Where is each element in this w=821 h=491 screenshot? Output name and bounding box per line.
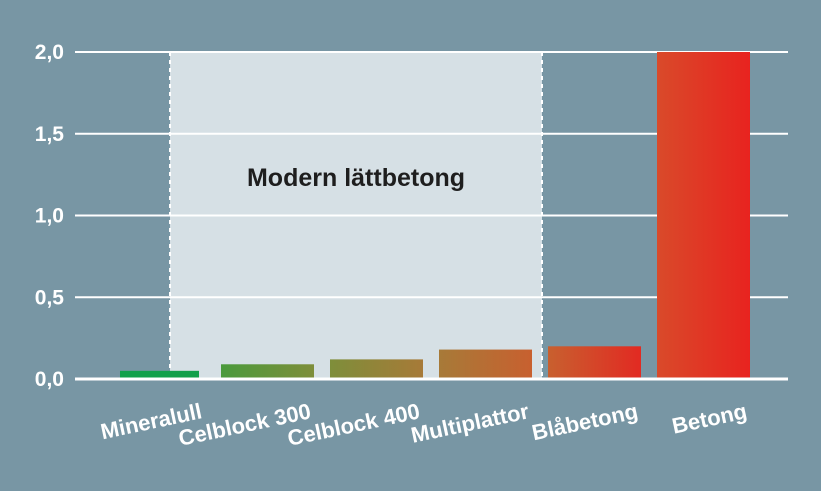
- y-tick-label: 0,0: [35, 368, 64, 391]
- bar-mineralull: [120, 370, 199, 379]
- bar-celblock-400: [330, 359, 423, 379]
- y-tick-label: 1,0: [35, 205, 64, 228]
- highlight-region-label: Modern lättbetong: [247, 164, 465, 192]
- bar-celblock-300: [221, 364, 314, 379]
- y-tick-label: 0,5: [35, 286, 65, 309]
- bars: [120, 52, 750, 379]
- bar-betong: [657, 52, 750, 379]
- bar-blåbetong: [548, 346, 641, 379]
- y-tick-label: 1,5: [35, 123, 65, 146]
- y-tick-label: 2,0: [35, 41, 64, 64]
- bar-multiplattor: [439, 349, 532, 379]
- y-tick-labels: 0,0 0,5 1,0 1,5 2,0: [35, 41, 65, 391]
